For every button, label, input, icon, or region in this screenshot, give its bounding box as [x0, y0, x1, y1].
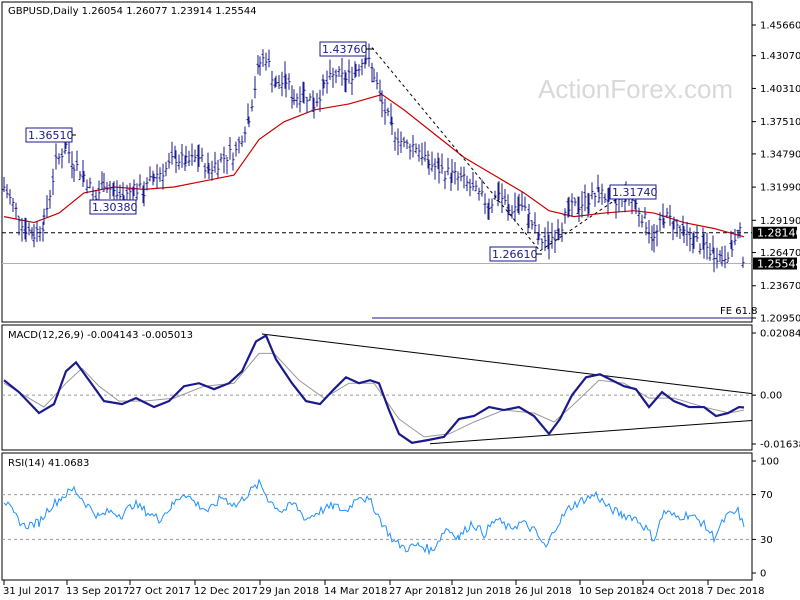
- price-tick-label: 1.31990: [760, 183, 800, 194]
- price-panel-frame: [1, 1, 753, 323]
- annotation-label: 1.26610: [492, 248, 538, 261]
- time-tick-label: 14 Mar 2018: [324, 586, 387, 597]
- price-grid: FE 61.8: [2, 232, 758, 319]
- annotation-label: 1.36510: [28, 129, 74, 142]
- macd-trendlines: [261, 333, 753, 445]
- time-tick-label: 24 Oct 2018: [642, 586, 704, 597]
- price-bars: [2, 43, 745, 273]
- price-panel-header: GBPUSD,Daily 1.26054 1.26077 1.23914 1.2…: [8, 6, 257, 17]
- macd-tick-label: -0.016389: [760, 440, 800, 451]
- macd-panel: MACD(12,26,9) -0.004143 -0.005013 0.0208…: [1, 324, 800, 451]
- horizontal-level-label: 1.28140: [757, 227, 800, 240]
- macd-panel-frame: [1, 324, 753, 451]
- rsi-series-line: [3, 478, 745, 556]
- macd-tick-label: 0.020848: [760, 329, 800, 340]
- rsi-panel-frame: [1, 452, 753, 581]
- annotation-label: 1.30380: [92, 201, 138, 214]
- price-panel: GBPUSD,Daily 1.26054 1.26077 1.23914 1.2…: [1, 1, 800, 325]
- time-tick-label: 31 Jul 2017: [3, 586, 60, 597]
- annotation-label: 1.31740: [612, 186, 658, 199]
- time-tick-label: 13 Sep 2017: [66, 586, 129, 597]
- macd-trendline-lower: [429, 419, 753, 445]
- price-tick-label: 1.34790: [760, 149, 800, 160]
- rsi-line: [3, 478, 745, 556]
- price-tick-label: 1.45660: [760, 21, 800, 32]
- macd-axis: 0.020848 0.00 -0.016389: [752, 329, 800, 451]
- time-tick-label: 10 Sep 2018: [579, 586, 642, 597]
- price-tick-label: 1.29190: [760, 216, 800, 227]
- time-axis: 31 Jul 2017 13 Sep 2017 27 Oct 2017 12 Dec …: [3, 580, 765, 597]
- swing-line-up: [539, 189, 631, 252]
- rsi-tick-label: 100: [760, 457, 779, 468]
- macd-main-line: [3, 333, 745, 445]
- time-tick-label: 27 Oct 2017: [129, 586, 191, 597]
- rsi-tick-label: 0: [760, 569, 766, 580]
- annotation-box: [609, 184, 657, 200]
- swing-line-down: [371, 47, 541, 252]
- price-annotations: 1.43760 1.36510 1.30380 1.26610 1.31740: [25, 41, 658, 262]
- macd-trendline-upper: [261, 333, 753, 395]
- annotation-box: [89, 199, 137, 215]
- rsi-axis: 100 70 30 0: [752, 457, 779, 580]
- current-price-label: 1.25544: [757, 258, 800, 271]
- watermark: ActionForex.com: [538, 74, 733, 104]
- price-axis: 1.45660 1.43070 1.40310 1.37510 1.34790 1.319…: [752, 21, 800, 325]
- time-tick-label: 12 Jun 2018: [451, 586, 511, 597]
- current-price-badge: [753, 257, 797, 270]
- annotation-label: 1.43760: [322, 43, 368, 56]
- horizontal-level-badge: [753, 226, 797, 239]
- price-tick-label: 1.23670: [760, 281, 800, 292]
- macd-panel-header: MACD(12,26,9) -0.004143 -0.005013: [8, 330, 193, 341]
- rsi-panel-header: RSI(14) 41.0683: [8, 458, 89, 469]
- price-tick-label: 1.20950: [760, 314, 800, 325]
- macd-lines: [3, 333, 745, 445]
- time-tick-label: 26 Jul 2018: [515, 586, 572, 597]
- price-tick-label: 1.37510: [760, 117, 800, 128]
- time-tick-label: 12 Dec 2017: [194, 586, 258, 597]
- fe-label: FE 61.8: [720, 306, 758, 317]
- rsi-tick-label: 30: [760, 535, 773, 546]
- price-tick-label: 1.40310: [760, 84, 800, 95]
- time-tick-label: 27 Apr 2018: [389, 586, 451, 597]
- rsi-panel: RSI(14) 41.0683 100 70 30 0: [1, 452, 779, 581]
- price-tick-label: 1.43070: [760, 51, 800, 62]
- time-tick-label: 29 Jan 2018: [259, 586, 319, 597]
- rsi-tick-label: 70: [760, 490, 773, 501]
- time-tick-label: 7 Dec 2018: [707, 586, 765, 597]
- macd-tick-label: 0.00: [760, 391, 782, 402]
- price-tick-label: 1.26470: [760, 248, 800, 259]
- rsi-levels: [2, 494, 752, 540]
